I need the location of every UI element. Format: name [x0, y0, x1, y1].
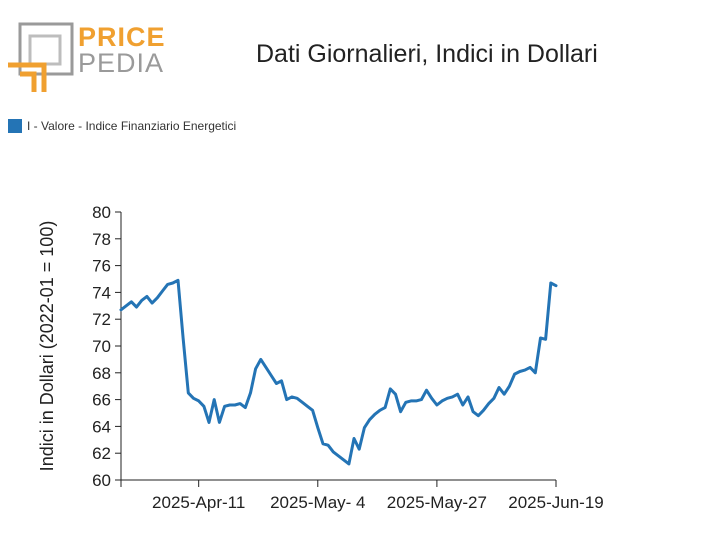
- y-tick-label: 66: [92, 391, 111, 410]
- y-tick-label: 74: [92, 283, 111, 302]
- logo-text-price: PRICE: [78, 22, 166, 52]
- y-tick-label: 64: [92, 417, 111, 436]
- logo-mark-icon: [8, 22, 74, 92]
- legend-label: I - Valore - Indice Finanziario Energeti…: [27, 119, 237, 133]
- y-tick-label: 72: [92, 310, 111, 329]
- x-tick-label: 2025-Jun-19: [508, 493, 603, 512]
- y-tick-label: 62: [92, 444, 111, 463]
- pricepedia-logo: PRICE PEDIA: [8, 22, 168, 94]
- x-tick-label: 2025-May- 4: [270, 493, 365, 512]
- series-line: [119, 278, 558, 466]
- y-tick-label: 80: [92, 203, 111, 222]
- y-axis: 60 62 64 66 68 70 72 74 76 78 80: [92, 203, 122, 490]
- x-axis: 2025-Apr-11 2025-May- 4 2025-May-27 2025-Ju…: [120, 479, 604, 512]
- legend-swatch: [8, 119, 22, 133]
- y-tick-label: 68: [92, 364, 111, 383]
- logo-text-pedia: PEDIA: [78, 48, 165, 78]
- y-tick-label: 78: [92, 230, 111, 249]
- x-tick-label: 2025-Apr-11: [152, 493, 245, 512]
- legend[interactable]: I - Valore - Indice Finanziario Energeti…: [8, 119, 236, 133]
- y-tick-label: 60: [92, 471, 111, 490]
- y-axis-title: Indici in Dollari (2022-01 = 100): [37, 221, 57, 472]
- chart-title: Dati Giornalieri, Indici in Dollari: [256, 40, 598, 68]
- y-tick-label: 70: [92, 337, 111, 356]
- plot-area: [119, 278, 558, 466]
- x-tick-label: 2025-May-27: [387, 493, 487, 512]
- y-tick-label: 76: [92, 257, 111, 276]
